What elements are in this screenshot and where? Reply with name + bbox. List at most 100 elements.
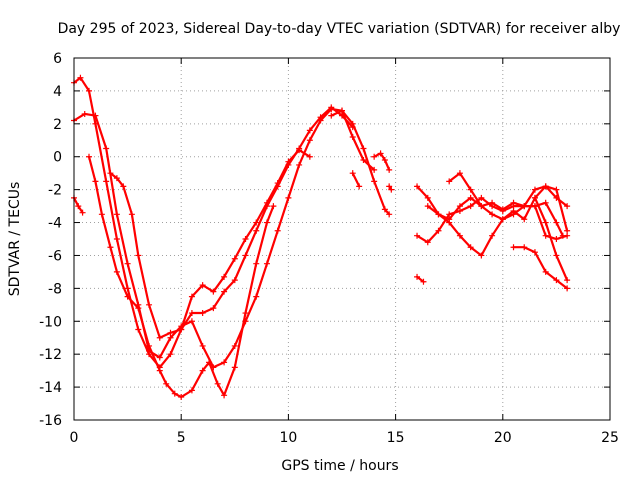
y-tick-label: -6 — [48, 248, 62, 264]
data-point — [553, 219, 560, 226]
data-point — [135, 326, 142, 333]
data-point — [113, 211, 120, 218]
data-point — [424, 203, 431, 210]
data-point — [167, 351, 174, 358]
data-point — [467, 194, 474, 201]
data-point — [231, 277, 238, 284]
data-point — [285, 194, 292, 201]
data-point — [521, 216, 528, 223]
x-tick-label: 25 — [601, 430, 619, 446]
data-point — [107, 170, 114, 177]
data-point — [531, 249, 538, 256]
data-point — [521, 203, 528, 210]
series-line — [533, 196, 569, 282]
data-point — [478, 203, 485, 210]
ticks: 0 5 10 15 20 25 -16 -14 -12 -10 -8 -6 -4 -2 0 2 4 6 — [39, 51, 619, 446]
series-line — [351, 172, 361, 188]
data-point — [531, 194, 538, 201]
data-point — [253, 260, 260, 267]
y-tick-label: 6 — [53, 51, 62, 67]
data-point — [199, 310, 206, 317]
data-point — [467, 244, 474, 251]
data-point — [467, 203, 474, 210]
data-point — [103, 178, 110, 185]
data-point — [456, 170, 463, 177]
y-axis-label: SDTVAR / TECUs — [7, 182, 23, 297]
data-point — [489, 203, 496, 210]
data-point — [231, 342, 238, 349]
data-point — [499, 208, 506, 215]
data-point — [542, 219, 549, 226]
y-tick-label: 2 — [53, 117, 62, 133]
data-point — [92, 178, 99, 185]
data-point — [146, 342, 153, 349]
data-point — [531, 186, 538, 193]
data-point — [317, 117, 324, 124]
data-point — [542, 232, 549, 239]
data-point — [328, 106, 335, 113]
data-point — [199, 367, 206, 374]
data-point — [75, 203, 82, 210]
data-point — [371, 153, 378, 160]
data-point — [124, 293, 131, 300]
data-point — [349, 170, 356, 177]
x-tick-label: 20 — [494, 430, 512, 446]
data-point — [456, 208, 463, 215]
data-point — [564, 277, 571, 284]
y-tick-label: -14 — [39, 380, 62, 396]
data-point — [456, 232, 463, 239]
series-track-1 — [71, 74, 356, 371]
data-point — [188, 387, 195, 394]
data-point — [306, 127, 313, 134]
data-point — [414, 183, 421, 190]
data-point — [446, 219, 453, 226]
data-point — [81, 110, 88, 117]
data-point — [210, 305, 217, 312]
data-point — [231, 364, 238, 371]
data-point — [199, 342, 206, 349]
data-point — [531, 203, 538, 210]
data-point — [242, 310, 249, 317]
x-tick-label: 5 — [177, 430, 186, 446]
data-point — [188, 293, 195, 300]
x-tick-label: 10 — [279, 430, 297, 446]
series-track-10 — [414, 273, 427, 285]
data-point — [178, 393, 185, 400]
chart-title: Day 295 of 2023, Sidereal Day-to-day VTE… — [58, 21, 621, 37]
data-point — [371, 166, 378, 173]
data-point — [156, 334, 163, 341]
data-point — [178, 326, 185, 333]
series-line — [330, 109, 391, 216]
plot-frame — [73, 57, 611, 421]
data-point — [199, 282, 206, 289]
data-point — [553, 252, 560, 259]
data-point — [103, 145, 110, 152]
data-point — [253, 293, 260, 300]
data-point — [386, 183, 393, 190]
y-tick-label: -16 — [39, 413, 62, 429]
data-point — [263, 260, 270, 267]
y-tick-label: 0 — [53, 150, 62, 166]
data-point — [167, 329, 174, 336]
data-point — [386, 211, 393, 218]
data-point — [349, 120, 356, 127]
data-point — [242, 252, 249, 259]
data-point — [414, 273, 421, 280]
data-point — [381, 157, 388, 164]
data-point — [542, 183, 549, 190]
series-track-8 — [371, 150, 393, 173]
series-line — [87, 155, 275, 399]
data-point — [221, 288, 228, 295]
series-line — [72, 107, 376, 369]
series-track-16 — [531, 194, 571, 284]
data-point — [328, 112, 335, 119]
series-line — [415, 275, 425, 283]
data-point — [253, 227, 260, 234]
y-tick-label: -10 — [39, 314, 62, 330]
data-point — [263, 199, 270, 206]
series-track-15 — [510, 244, 571, 292]
data-point — [221, 273, 228, 280]
data-point — [349, 133, 356, 140]
data-point — [188, 318, 195, 325]
y-tick-label: -12 — [39, 347, 62, 363]
